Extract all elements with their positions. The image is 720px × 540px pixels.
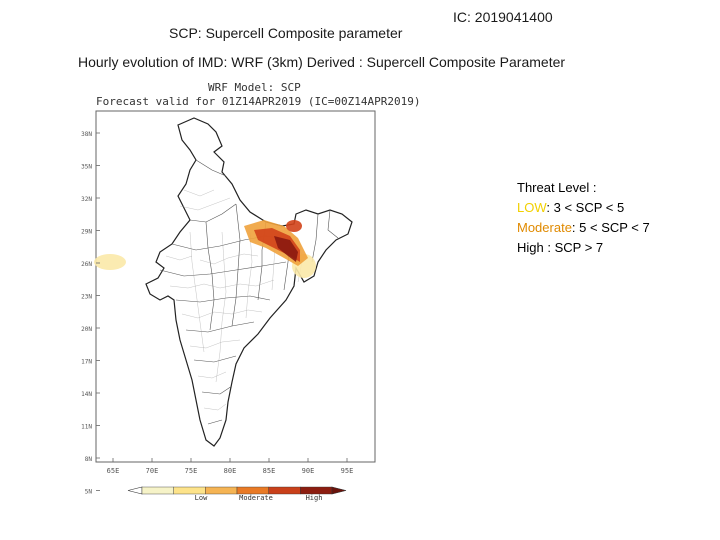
threat-high-rule: : SCP > 7 [543, 240, 604, 255]
lat-tick-label: 32N [81, 196, 92, 203]
threat-high: High : SCP > 7 [517, 238, 650, 258]
colorbar: Low Moderate High [127, 486, 347, 502]
lat-tick-label: 11N [81, 424, 92, 431]
map-frame [95, 110, 376, 463]
longitude-axis: 65E 70E 75E 80E 85E 90E 95E [107, 458, 354, 475]
threat-low-rule: : 3 < SCP < 5 [546, 200, 625, 215]
lon-tick-label: 80E [224, 467, 237, 475]
scp-hs-faint1 [94, 254, 126, 270]
lat-tick-label: 38N [81, 131, 92, 138]
colorbar-swatch [236, 486, 269, 495]
lat-tick-label: 20N [81, 326, 92, 333]
lat-tick-label: 23N [81, 294, 92, 301]
threat-moderate-label: Moderate [517, 220, 572, 235]
colorbar-left-arrow [127, 486, 143, 495]
latitude-axis: 38N 35N 32N 29N 26N 23N 20N 17N 14N 11N 8N 5N [81, 131, 100, 496]
lat-tick-label: 17N [81, 359, 92, 366]
lon-tick-label: 85E [263, 467, 276, 475]
threat-legend: Threat Level : LOW: 3 < SCP < 5 Moderate… [517, 178, 650, 258]
colorbar-swatch [205, 486, 238, 495]
threat-high-label: High [517, 240, 544, 255]
model-label: WRF Model: SCP [208, 81, 301, 94]
threat-low-label: LOW [517, 200, 547, 215]
threat-heading: Threat Level : [517, 180, 597, 195]
lat-tick-label: 14N [81, 391, 92, 398]
lon-tick-label: 65E [107, 467, 120, 475]
lon-tick-label: 90E [302, 467, 315, 475]
lat-tick-label: 26N [81, 261, 92, 268]
lon-tick-label: 95E [341, 467, 354, 475]
india-outline [145, 117, 353, 447]
colorbar-swatch [268, 486, 301, 495]
colorbar-swatch [173, 486, 206, 495]
page-title: SCP: Supercell Composite parameter [169, 25, 403, 41]
forecast-label: Forecast valid for 01Z14APR2019 (IC=00Z1… [96, 95, 421, 108]
colorbar-label: Low [195, 494, 208, 502]
lon-tick-label: 70E [146, 467, 159, 475]
scp-hs-high [274, 236, 298, 262]
scp-hs-mid2 [286, 220, 302, 232]
colorbar-label: High [306, 494, 323, 502]
ic-label: IC: 2019041400 [453, 9, 553, 25]
lat-tick-label: 8N [85, 456, 93, 463]
colorbar-right-arrow [331, 486, 347, 495]
lon-tick-label: 75E [185, 467, 198, 475]
colorbar-swatch [300, 486, 333, 495]
colorbar-label: Moderate [239, 494, 273, 502]
lat-tick-label: 35N [81, 164, 92, 171]
threat-moderate-rule: : 5 < SCP < 7 [571, 220, 650, 235]
threat-low: LOW: 3 < SCP < 5 [517, 198, 650, 218]
threat-moderate: Moderate: 5 < SCP < 7 [517, 218, 650, 238]
lat-tick-label: 29N [81, 229, 92, 236]
lat-tick-label: 5N [85, 489, 93, 496]
page-subtitle: Hourly evolution of IMD: WRF (3km) Deriv… [78, 54, 566, 70]
scp-hotspots [94, 220, 316, 278]
colorbar-swatch [141, 486, 174, 495]
